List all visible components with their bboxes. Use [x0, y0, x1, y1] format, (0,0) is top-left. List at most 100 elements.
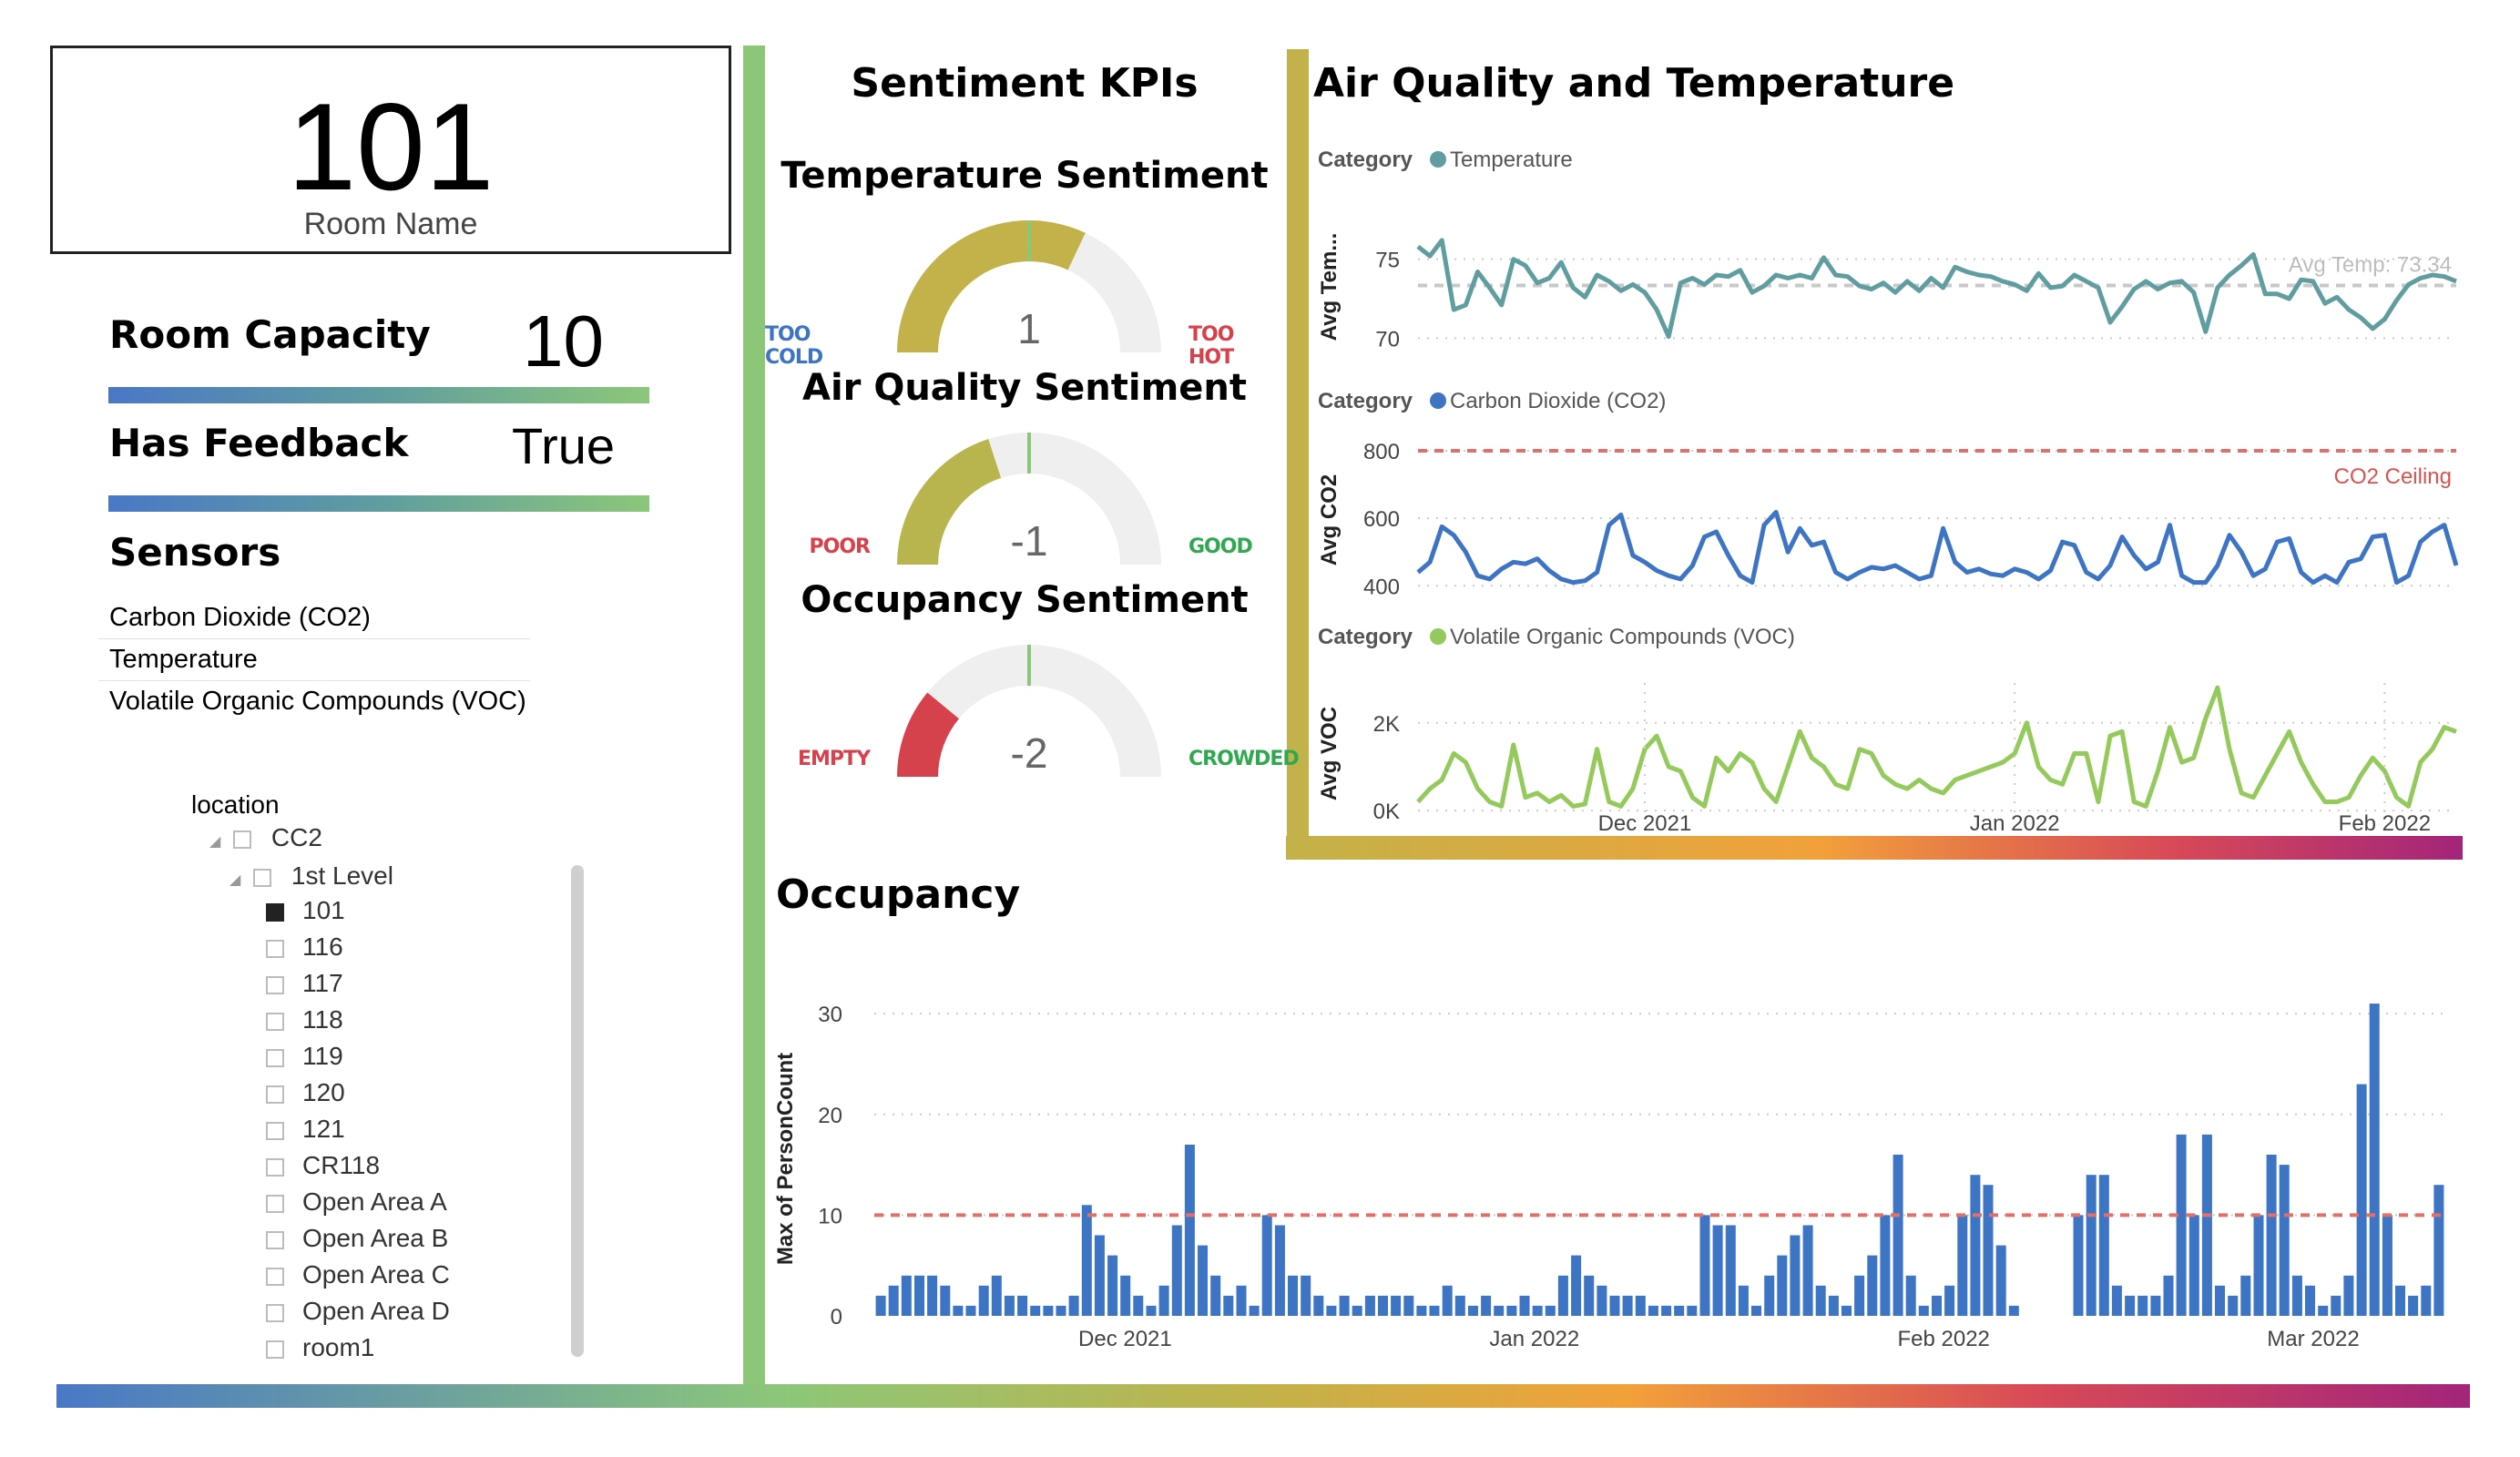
tree-room-item[interactable]: 119 — [266, 1038, 450, 1075]
gauge-title: Temperature Sentiment — [780, 155, 1269, 197]
occupancy-bar — [1454, 1295, 1465, 1316]
chart-legend: Category Carbon Dioxide (CO2) — [1318, 389, 1666, 413]
air-quality-charts: Category Temperature Category Carbon Dioxid… — [1317, 148, 2459, 836]
occupancy-bar — [1442, 1285, 1453, 1316]
sensor-item[interactable]: Volatile Organic Compounds (VOC) — [109, 687, 526, 716]
occupancy-bar — [1635, 1295, 1646, 1316]
tree-checkbox[interactable] — [266, 939, 284, 958]
tree-checkbox[interactable] — [266, 1048, 284, 1067]
sentiment-kpis-title: Sentiment KPIs — [851, 60, 1199, 107]
tree-checkbox[interactable] — [266, 1121, 284, 1140]
sensor-item[interactable]: Temperature — [98, 638, 530, 681]
tree-checkbox[interactable] — [266, 1012, 284, 1031]
chart-panel: Avg VOC 0K 2K — [1317, 685, 2457, 824]
occupancy-bar — [1184, 1145, 1195, 1316]
tree-room-label: 116 — [302, 932, 343, 961]
occupancy-bar — [1146, 1305, 1157, 1316]
y-axis-label: Avg CO2 — [1317, 474, 1342, 565]
tree-room-item[interactable]: CR118 — [266, 1147, 450, 1184]
occupancy-bar — [875, 1295, 886, 1316]
tree-checkbox[interactable] — [253, 868, 272, 887]
room-capacity-value: 10 — [523, 301, 604, 382]
y-tick-label: 75 — [1375, 249, 1400, 273]
occupancy-bar — [1712, 1225, 1723, 1316]
gauge-max-label: TOO HOT — [1189, 323, 1234, 369]
tree-checkbox[interactable] — [266, 1194, 284, 1213]
y-tick-label: 600 — [1363, 507, 1400, 532]
expand-caret-icon[interactable]: ◢ — [230, 872, 241, 888]
tree-room-label: CR118 — [302, 1151, 381, 1179]
occupancy-bar — [1777, 1255, 1788, 1316]
occupancy-bar — [914, 1275, 924, 1316]
tree-node-1st-level[interactable]: ◢ 1st Level — [230, 858, 393, 894]
occupancy-bar — [1828, 1295, 1839, 1316]
occupancy-bar — [1918, 1305, 1929, 1316]
occupancy-bar — [888, 1285, 899, 1316]
legend-marker — [1430, 392, 1446, 409]
occupancy-bar — [953, 1305, 964, 1316]
occupancy-bar — [2073, 1215, 2084, 1316]
occupancy-bar — [1519, 1295, 1530, 1316]
occupancy-bar — [1403, 1295, 1414, 1316]
occupancy-bar — [2150, 1295, 2161, 1316]
occupancy-bar — [2279, 1165, 2290, 1316]
occupancy-bar — [1571, 1255, 1582, 1316]
occupancy-bar — [1854, 1275, 1865, 1316]
tree-checkbox[interactable] — [266, 1230, 284, 1249]
tree-room-item[interactable]: 101 — [266, 892, 450, 929]
slicer-scrollbar[interactable] — [571, 865, 584, 1357]
tree-room-item[interactable]: Open Area C — [266, 1257, 450, 1293]
tree-room-item[interactable]: Open Area B — [266, 1220, 450, 1257]
occupancy-bar — [1364, 1295, 1375, 1316]
occupancy-bar — [1391, 1295, 1402, 1316]
tree-checkbox[interactable] — [266, 902, 284, 922]
occupancy-bar — [1081, 1205, 1092, 1316]
tree-room-item[interactable]: 117 — [266, 965, 450, 1002]
occupancy-bar — [2291, 1275, 2302, 1316]
tree-room-item[interactable]: 118 — [266, 1002, 450, 1038]
occupancy-bar — [2086, 1175, 2097, 1316]
tree-checkbox[interactable] — [266, 975, 284, 994]
tree-room-item[interactable]: 120 — [266, 1075, 450, 1111]
tree-checkbox[interactable] — [266, 1157, 284, 1177]
sentiment-gauge: -1 — [897, 433, 1161, 565]
occupancy-bar — [1545, 1305, 1556, 1316]
gauge-value: -1 — [1011, 517, 1048, 565]
legend-category-label: Category — [1318, 625, 1413, 649]
occupancy-bar — [1687, 1305, 1698, 1316]
gauge-min-label: EMPTY — [798, 748, 871, 770]
sensor-item[interactable]: Carbon Dioxide (CO2) — [98, 596, 530, 639]
occupancy-bar — [1661, 1305, 1672, 1316]
occupancy-bar — [1313, 1295, 1324, 1316]
occupancy-bar — [1056, 1305, 1066, 1316]
expand-caret-icon[interactable]: ◢ — [209, 834, 221, 850]
occupancy-bar — [1557, 1275, 1568, 1316]
occupancy-bar — [1429, 1305, 1440, 1316]
gauge-max-label: GOOD — [1189, 535, 1253, 558]
tree-checkbox[interactable] — [266, 1340, 284, 1359]
occupancy-bar — [901, 1275, 912, 1316]
tree-checkbox[interactable] — [266, 1085, 284, 1104]
y-tick-label: 10 — [818, 1204, 842, 1228]
tree-checkbox[interactable] — [233, 830, 252, 849]
tree-room-item[interactable]: 121 — [266, 1111, 450, 1147]
tree-checkbox[interactable] — [266, 1267, 284, 1286]
tree-room-list: 101 116 117 118 119 120 121 CR118 Open Area A Ope… — [266, 892, 450, 1366]
tree-room-label: Open Area A — [302, 1187, 447, 1216]
x-tick-label: Feb 2022 — [2339, 811, 2431, 836]
tree-room-item[interactable]: 116 — [266, 929, 450, 965]
occupancy-bar — [1198, 1245, 1208, 1316]
occupancy-bar — [1506, 1305, 1517, 1316]
tree-node-cc2[interactable]: ◢ CC2 — [209, 820, 322, 856]
tree-checkbox[interactable] — [266, 1303, 284, 1322]
occupancy-bar — [2201, 1134, 2212, 1316]
tree-room-item[interactable]: Open Area A — [266, 1184, 450, 1220]
tree-room-item[interactable]: room1 — [266, 1330, 450, 1366]
panel-separator-right — [1287, 49, 1309, 860]
occupancy-bar — [1725, 1225, 1736, 1316]
room-name-label: Room Name — [303, 207, 478, 241]
tree-room-item[interactable]: Open Area D — [266, 1293, 450, 1330]
gauge-title: Air Quality Sentiment — [802, 367, 1247, 409]
gauge-title: Occupancy Sentiment — [801, 579, 1249, 621]
feedback-divider — [108, 495, 649, 512]
